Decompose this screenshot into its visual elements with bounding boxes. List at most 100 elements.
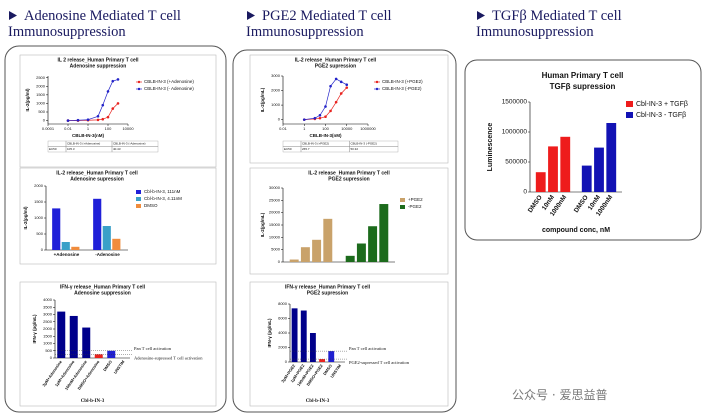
- legend-marker: [137, 87, 141, 91]
- y-tick-label: 1500: [36, 92, 46, 97]
- y-tick-label: 500: [36, 231, 43, 236]
- chart-frame: [19, 54, 217, 168]
- legend-label: Cbl-b-IN-3, 111nM: [144, 189, 181, 194]
- y-tick-label: 4000: [278, 330, 288, 335]
- bar: [52, 208, 61, 250]
- legend-label: Cbl-IN-3 + TGFβ: [636, 101, 688, 108]
- chart-subtitle: Adenosine suppression: [70, 63, 127, 69]
- series-line: [67, 79, 119, 121]
- x-tick-label: DMSO: [102, 359, 113, 372]
- bar: [82, 327, 91, 358]
- chart-title: IFN-γ release_Human Primary T cell: [285, 284, 371, 290]
- bar: [71, 246, 80, 250]
- x-tick-label: 0.01: [64, 126, 73, 131]
- legend-swatch: [400, 205, 405, 209]
- data-point: [334, 77, 338, 81]
- annotation: PGE2-supressed T cell activation: [349, 360, 410, 365]
- legend-label: CBLB-IN-3 (-PGE2): [382, 86, 422, 91]
- bar: [300, 310, 307, 362]
- panel-heading: TGFβ Mediated T cell Immunosuppression: [476, 8, 676, 40]
- chart-title: IL 2 release_Human Primary T cell: [57, 57, 139, 63]
- data-point: [302, 118, 306, 121]
- data-point: [76, 118, 80, 122]
- data-point: [324, 105, 327, 108]
- x-axis-label: CBLB-IN-3(nM): [72, 133, 104, 138]
- legend-label: Cbl-IN-3 - TGFβ: [636, 112, 686, 119]
- y-tick-label: 20000: [269, 210, 281, 215]
- y-axis-label: IFN-γ (pg/mL): [32, 314, 37, 343]
- x-axis-label: CBLB-IN-3(nM): [310, 133, 342, 138]
- bar: [102, 226, 111, 250]
- y-tick-label: 2000: [43, 326, 53, 331]
- legend-marker: [375, 87, 379, 91]
- data-point: [329, 84, 332, 88]
- legend-label: DMSO: [144, 203, 158, 208]
- x-tick-label: DMSO: [322, 363, 333, 376]
- bar: [356, 243, 366, 262]
- y-tick-label: 500: [38, 109, 45, 114]
- bar: [606, 123, 617, 192]
- data-point: [318, 113, 322, 117]
- chart-frame: [249, 281, 449, 407]
- y-tick-label: 0: [278, 259, 281, 264]
- x-tick-label: DMSO: [573, 194, 590, 214]
- y-tick-label: 1000: [271, 102, 281, 107]
- data-point: [313, 116, 317, 120]
- table-text: CBLB-IN-3 (-PGE2): [351, 142, 377, 146]
- x-tick-label: 100: [105, 126, 112, 131]
- data-point: [111, 107, 115, 110]
- x-tick-label: 0.0001: [42, 126, 55, 131]
- chart-subtitle: PGE2 supression: [315, 63, 356, 69]
- bar: [112, 238, 121, 250]
- chart-subtitle: PGE2 supression: [307, 290, 348, 296]
- y-axis-label: IL-2(pg/ml): [25, 88, 30, 111]
- bar: [309, 333, 316, 362]
- bar: [581, 165, 592, 192]
- data-point: [96, 114, 100, 118]
- bar: [328, 351, 335, 362]
- y-tick-label: 1500000: [502, 99, 528, 106]
- bar: [289, 259, 299, 262]
- y-tick-label: 3000: [271, 73, 281, 78]
- data-point: [111, 79, 115, 83]
- data-point: [345, 83, 349, 87]
- x-tick-label: 100: [322, 126, 329, 131]
- bar: [535, 172, 546, 192]
- heading-text: PGE2 Mediated T cell Immunosuppression: [246, 8, 392, 40]
- data-point: [318, 116, 322, 120]
- bullet: [247, 11, 255, 20]
- bar: [345, 255, 355, 262]
- data-point: [339, 92, 343, 95]
- watermark: 公众号 · 爱思益普: [512, 388, 608, 402]
- x-tick-label: -Adenosine: [95, 252, 120, 257]
- y-tick-label: 3000: [43, 312, 53, 317]
- legend-label: CBLB-IN-3 (+PGE2): [382, 79, 423, 84]
- data-point: [329, 109, 332, 113]
- y-tick-label: 3500: [43, 304, 53, 309]
- data-point: [106, 90, 110, 93]
- data-point: [334, 100, 338, 104]
- chart-subtitle: Adenosine supression: [70, 176, 124, 182]
- bar: [93, 198, 102, 250]
- chart-frame: [249, 54, 449, 164]
- bar: [319, 359, 326, 362]
- data-point: [96, 118, 100, 122]
- y-tick-label: 1500: [34, 199, 44, 204]
- legend-label: CBLB-IN-3 (+Adenosine): [144, 79, 194, 84]
- table-text: CBLB-IN-3 (+PGE2): [302, 142, 329, 146]
- y-axis-label: IL-2(pg/mL): [260, 87, 265, 112]
- y-tick-label: 500000: [505, 159, 527, 166]
- legend-swatch: [136, 204, 141, 208]
- y-axis-label: Luminescence: [487, 123, 494, 172]
- bar: [560, 136, 571, 192]
- chart-title: IL-2 release_Human Primary T cell: [308, 170, 390, 176]
- bar: [323, 218, 333, 262]
- data-point: [66, 119, 70, 122]
- legend-label: Cbl-b-IN-3, 4.11nM: [144, 196, 182, 201]
- bar: [312, 239, 322, 262]
- table-text: 265.7: [302, 147, 310, 151]
- panel-frame: [232, 49, 457, 413]
- legend-swatch: [626, 101, 633, 107]
- x-tick-label: +Adenosine: [54, 252, 80, 257]
